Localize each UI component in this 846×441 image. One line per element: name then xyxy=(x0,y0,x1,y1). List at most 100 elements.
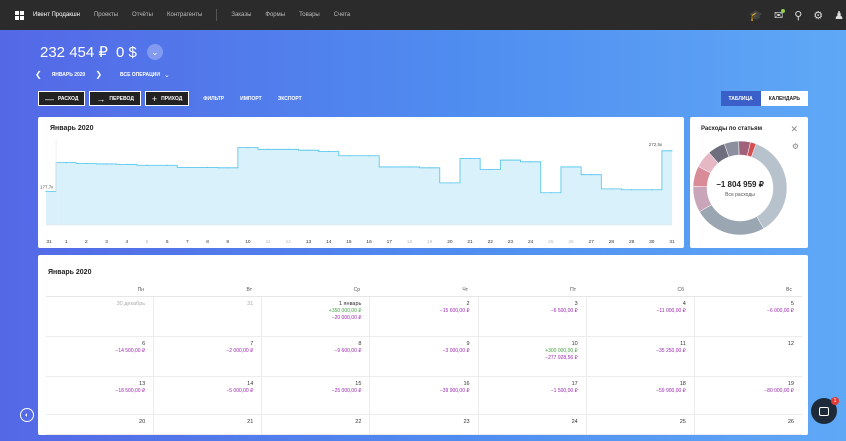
arrow-right-icon: → xyxy=(96,93,106,104)
tab-table[interactable]: ТАБЛИЦА xyxy=(720,91,761,106)
calendar-day-cell[interactable]: 22 xyxy=(262,415,371,435)
expense-amount[interactable]: −39 900,00 ₽ xyxy=(439,388,470,394)
current-month[interactable]: ЯНВАРЬ 2020 xyxy=(51,71,86,78)
calendar-day-cell[interactable]: 4 −11 000,00 ₽ xyxy=(586,297,695,337)
nav-item-reports[interactable]: Отчёты xyxy=(132,12,153,18)
donut-slice[interactable] xyxy=(699,204,765,236)
balance-dropdown-button[interactable]: ⌄ xyxy=(146,44,163,60)
expense-amount[interactable]: −3 000,00 ₽ xyxy=(442,348,470,354)
calendar-day-cell[interactable]: 25 xyxy=(586,415,695,435)
import-link[interactable]: ИМПОРТ xyxy=(240,95,262,102)
calendar-day-cell[interactable]: 2 −15 600,00 ₽ xyxy=(370,297,479,337)
chat-badge: 1 xyxy=(831,397,839,405)
calendar-day-cell[interactable]: 12 xyxy=(694,337,802,377)
expense-button[interactable]: — РАСХОД xyxy=(38,91,86,106)
expense-amount[interactable]: −1 500,00 ₽ xyxy=(550,388,578,394)
apps-grid-icon[interactable] xyxy=(15,10,24,20)
calendar-day-cell[interactable]: 7 −2 000,00 ₽ xyxy=(154,337,263,377)
expense-amount[interactable]: −15 600,00 ₽ xyxy=(439,308,470,314)
expense-amount[interactable]: −35 250,00 ₽ xyxy=(656,348,686,354)
calendar-day-cell[interactable]: 5 −6 000,00 ₽ xyxy=(694,297,802,337)
nav-item-forms[interactable]: Формы xyxy=(265,12,286,18)
calendar-day-cell[interactable]: 10 +300 000,00 ₽ −277 928,56 ₽ xyxy=(478,337,587,377)
expense-amount[interactable]: −277 928,56 ₽ xyxy=(545,355,578,361)
income-amount[interactable]: +350 000,00 ₽ xyxy=(328,308,362,314)
expense-amount[interactable]: −25 000,00 ₽ xyxy=(331,388,362,394)
calendar-day-cell[interactable]: 9 −3 000,00 ₽ xyxy=(370,337,479,377)
x-tick-label: 20 xyxy=(447,239,453,245)
calendar-day-cell[interactable]: 19 −80 000,00 ₽ xyxy=(694,377,802,415)
calendar-day-cell[interactable]: 8 −9 600,00 ₽ xyxy=(262,337,371,377)
next-month-icon[interactable]: ❯ xyxy=(95,70,103,79)
income-label: ПРИХОД xyxy=(161,95,183,102)
nav-item-contractors[interactable]: Контрагенты xyxy=(166,12,203,18)
calendar-day-cell[interactable]: 30 декабрь xyxy=(46,297,155,337)
day-number: 9 xyxy=(466,341,470,347)
help-icon[interactable]: ◐ xyxy=(20,408,34,422)
gear-icon[interactable]: ⚙ xyxy=(791,142,799,151)
calendar-day-cell[interactable]: 24 xyxy=(478,415,587,435)
expense-amount[interactable]: −5 000,00 ₽ xyxy=(226,388,254,394)
expense-amount[interactable]: −6 000,00 ₽ xyxy=(767,308,794,314)
bell-icon[interactable]: ✉ xyxy=(773,8,786,22)
income-amount[interactable]: +300 000,00 ₽ xyxy=(545,348,578,354)
calendar-day-cell[interactable]: 14 −5 000,00 ₽ xyxy=(154,377,263,415)
calendar-day-cell[interactable]: 23 xyxy=(370,415,479,435)
weekday-5: Сб xyxy=(677,287,684,293)
expense-amount[interactable]: −2 000,00 ₽ xyxy=(226,348,254,354)
donut-slice[interactable] xyxy=(747,141,757,158)
nav-item-projects[interactable]: Проекты xyxy=(93,12,119,18)
prev-month-icon[interactable]: ❮ xyxy=(35,70,42,79)
expense-amount[interactable]: −18 500,00 ₽ xyxy=(115,388,146,394)
expense-amount[interactable]: −59 900,00 ₽ xyxy=(656,388,686,394)
close-icon[interactable]: ✕ xyxy=(790,124,798,134)
x-tick-label: 31 xyxy=(46,239,52,245)
calendar-day-cell[interactable]: 15 −25 000,00 ₽ xyxy=(262,377,371,415)
expense-amount[interactable]: −80 000,00 ₽ xyxy=(764,388,794,394)
calendar-day-cell[interactable]: 6 −14 500,00 ₽ xyxy=(46,337,155,377)
operations-filter[interactable]: ВСЕ ОПЕРАЦИИ xyxy=(120,71,160,78)
calendar-day-cell[interactable]: 11 −35 250,00 ₽ xyxy=(586,337,695,377)
chat-button[interactable]: 1 xyxy=(811,397,839,424)
chevron-down-icon[interactable]: ⌄ xyxy=(163,71,170,79)
expense-amount[interactable]: −14 500,00 ₽ xyxy=(115,348,146,354)
nav-item-invoices[interactable]: Счета xyxy=(333,12,351,18)
nav-item-event-production[interactable]: Ивент Продакшн xyxy=(33,12,80,18)
end-value-label: 272,5к xyxy=(649,142,662,147)
day-number: 18 xyxy=(679,381,686,387)
calendar-day-cell[interactable]: 31 xyxy=(154,297,263,337)
expense-amount[interactable]: −20 000,00 ₽ xyxy=(331,315,362,321)
user-icon[interactable]: ♟ xyxy=(834,9,844,22)
day-number: 3 xyxy=(574,301,578,307)
search-icon[interactable]: ⚲ xyxy=(794,9,803,22)
export-link[interactable]: ЭКСПОРТ xyxy=(277,95,302,102)
nav-item-orders[interactable]: Заказы xyxy=(231,12,252,18)
gear-icon[interactable]: ⚙ xyxy=(813,9,824,22)
calendar-week-row: 6 −14 500,00 ₽7 −2 000,00 ₽8 −9 600,00 ₽9 −3… xyxy=(46,337,802,377)
filter-link[interactable]: ФИЛЬТР xyxy=(203,95,225,102)
expense-amount[interactable]: −9 600,00 ₽ xyxy=(334,348,362,354)
calendar-day-cell[interactable]: 26 xyxy=(694,415,802,435)
x-tick-label: 15 xyxy=(346,239,352,245)
calendar-day-cell[interactable]: 3 −6 500,00 ₽ xyxy=(478,297,587,337)
expense-amount[interactable]: −6 500,00 ₽ xyxy=(550,308,578,314)
graduation-icon[interactable]: 🎓 xyxy=(749,9,763,22)
calendar-day-cell[interactable]: 18 −59 900,00 ₽ xyxy=(586,377,695,415)
income-button[interactable]: + ПРИХОД xyxy=(144,91,190,106)
x-tick-label: 10 xyxy=(245,239,251,245)
calendar-day-cell[interactable]: 1 январь +350 000,00 ₽ −20 000,00 ₽ xyxy=(262,297,371,337)
balance-point xyxy=(590,174,592,176)
calendar-day-cell[interactable]: 20 xyxy=(46,415,155,435)
nav-item-goods[interactable]: Товары xyxy=(299,12,320,18)
calendar-day-cell[interactable]: 16 −39 900,00 ₽ xyxy=(370,377,479,415)
calendar-day-cell[interactable]: 13 −18 500,00 ₽ xyxy=(46,377,155,415)
balance-point xyxy=(530,161,532,163)
donut-total: −1 804 959 ₽ xyxy=(716,180,764,189)
balance-point xyxy=(348,155,350,157)
transfer-button[interactable]: → ПЕРЕВОД xyxy=(89,91,141,106)
calendar-day-cell[interactable]: 17 −1 500,00 ₽ xyxy=(478,377,587,415)
calendar-day-cell[interactable]: 21 xyxy=(154,415,263,435)
x-tick-label: 1 xyxy=(65,239,68,245)
expense-amount[interactable]: −11 000,00 ₽ xyxy=(656,308,686,314)
tab-calendar[interactable]: КАЛЕНДАРЬ xyxy=(760,91,808,106)
